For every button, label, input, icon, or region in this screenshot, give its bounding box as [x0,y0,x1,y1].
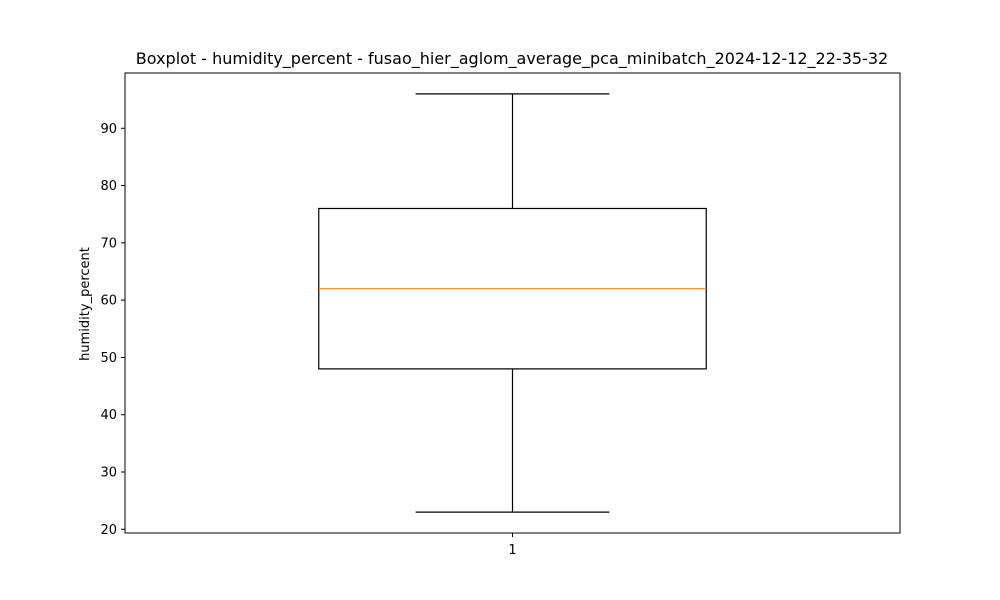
y-tick-label: 60 [100,294,117,309]
x-axis-ticks: 1 [508,533,517,558]
y-tick-label: 70 [100,236,117,251]
y-tick-label: 40 [100,408,117,423]
y-tick-label: 20 [100,523,117,538]
x-tick-label: 1 [508,543,516,558]
y-tick-label: 90 [100,122,117,137]
y-tick-label: 50 [100,351,117,366]
box-series [318,93,707,513]
y-axis-ticks: 20 30 40 50 60 70 80 90 [100,122,125,538]
y-tick-label: 30 [100,465,117,480]
y-axis-label: humidity_percent [78,247,93,361]
chart-title: Boxplot - humidity_percent - fusao_hier_… [136,49,888,69]
y-tick-label: 80 [100,179,117,194]
